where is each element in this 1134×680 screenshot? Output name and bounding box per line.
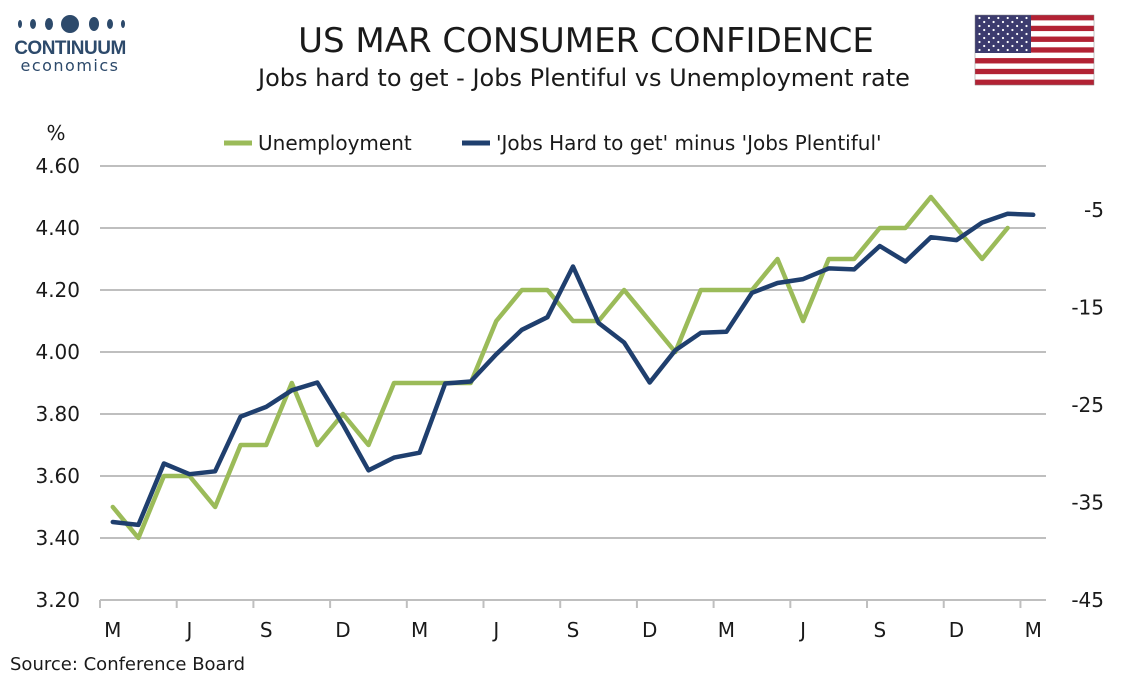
left-tick-label: 3.40 (35, 526, 80, 550)
legend: Unemployment 'Jobs Hard to get' minus 'J… (224, 131, 882, 155)
logo-dots-icon (18, 15, 125, 33)
series-line-jobs-diff (110, 211, 1036, 528)
x-tick-label: J (798, 618, 806, 642)
x-tick-label: M (104, 618, 121, 642)
legend-label-jobs-diff: 'Jobs Hard to get' minus 'Jobs Plentiful… (496, 131, 882, 155)
chart-subtitle: Jobs hard to get - Jobs Plentiful vs Une… (256, 64, 910, 92)
legend-label-unemployment: Unemployment (258, 131, 412, 155)
logo-sub: economics (20, 56, 119, 75)
left-axis: 3.20 3.40 3.60 3.80 4.00 4.20 4.40 4.60 (35, 154, 80, 612)
x-tick-label: S (873, 618, 886, 642)
left-tick-label: 4.40 (35, 216, 80, 240)
left-tick-label: 3.20 (35, 588, 80, 612)
grid (100, 165, 1046, 539)
right-axis: -45 -35 -25 -15 -5 (1071, 198, 1104, 612)
left-tick-label: 3.80 (35, 402, 80, 426)
right-tick-label: -5 (1084, 198, 1104, 222)
left-tick-label: 4.00 (35, 340, 80, 364)
right-tick-label: -35 (1071, 490, 1104, 514)
series (110, 194, 1036, 541)
right-tick-label: -45 (1071, 588, 1104, 612)
right-tick-label: -25 (1071, 393, 1104, 417)
right-tick-label: -15 (1071, 295, 1104, 319)
x-tick-label: M (411, 618, 428, 642)
logo-name: CONTINUUM (14, 38, 126, 59)
x-tick-label: J (185, 618, 193, 642)
source-note: Source: Conference Board (10, 654, 245, 675)
left-tick-label: 4.20 (35, 278, 80, 302)
x-tick-label: D (642, 618, 657, 642)
left-axis-unit: % (46, 121, 65, 145)
x-tick-label: D (949, 618, 964, 642)
x-tick-label: D (335, 618, 350, 642)
left-tick-label: 4.60 (35, 154, 80, 178)
left-tick-label: 3.60 (35, 464, 80, 488)
x-tick-label: M (1025, 618, 1042, 642)
us-flag-icon (974, 14, 1095, 86)
x-tick-label: J (491, 618, 499, 642)
x-tick-label: S (260, 618, 273, 642)
logo: CONTINUUM economics (14, 15, 126, 75)
x-tick-label: S (567, 618, 580, 642)
series-line-unemployment (110, 194, 1010, 541)
chart-title: US MAR CONSUMER CONFIDENCE (298, 21, 874, 61)
x-tick-label: M (718, 618, 735, 642)
